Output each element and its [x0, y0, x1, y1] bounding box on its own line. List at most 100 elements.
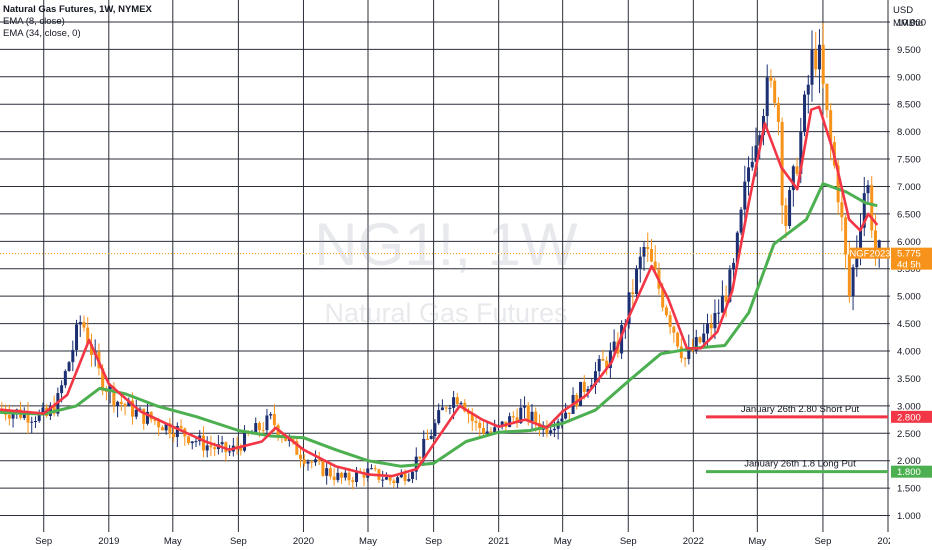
candle-body: [694, 337, 698, 351]
x-tick-label: Sep: [35, 536, 52, 547]
candles: [0, 22, 881, 490]
y-tick-label: 5.500: [897, 264, 921, 275]
candle: [817, 29, 821, 94]
candle: [635, 265, 639, 300]
y-tick-label: 2.500: [897, 429, 921, 440]
candle-body: [239, 447, 243, 451]
candle: [515, 408, 519, 428]
candle-body: [515, 417, 519, 424]
candle: [821, 22, 825, 89]
candle-body: [190, 441, 194, 444]
candle-body: [373, 468, 377, 470]
candle: [862, 176, 866, 237]
last-price-value: 5.775: [897, 249, 921, 260]
candle: [299, 447, 303, 468]
candle-body: [795, 166, 799, 174]
candle-body: [866, 185, 870, 194]
candle-body: [444, 407, 448, 409]
candle: [814, 31, 818, 77]
ema-8-legend[interactable]: EMA (8, close): [3, 16, 65, 27]
x-tick-label: 2021: [488, 536, 509, 547]
candle-body: [735, 232, 739, 263]
candle: [478, 420, 482, 437]
price-axis-bg: [890, 0, 932, 550]
candle: [328, 464, 332, 480]
x-tick-label: Sep: [620, 536, 637, 547]
candle-body: [433, 423, 437, 436]
candle-body: [82, 321, 86, 328]
candle: [810, 30, 814, 102]
candle-body: [586, 389, 590, 392]
candle-body: [676, 332, 680, 347]
candle-body: [829, 110, 833, 143]
ema-34-legend[interactable]: EMA (34, close, 0): [3, 28, 81, 39]
candle-body: [407, 478, 411, 482]
candle: [788, 185, 792, 229]
candle: [747, 156, 751, 196]
candle-body: [582, 381, 586, 392]
price-axis-unit: MMBtu: [893, 18, 923, 29]
candle-body: [295, 440, 299, 455]
candle: [209, 435, 213, 457]
candle: [698, 336, 702, 345]
candle: [571, 387, 575, 415]
y-tick-label: 7.500: [897, 155, 921, 166]
candle: [795, 157, 799, 177]
candle: [664, 304, 668, 318]
y-tick-label: 8.000: [897, 127, 921, 138]
y-tick-label: 4.500: [897, 319, 921, 330]
candle: [579, 381, 583, 407]
candle: [407, 473, 411, 483]
price-axis-currency: USD: [893, 5, 913, 16]
candle-body: [306, 461, 310, 464]
candle-body: [840, 202, 844, 218]
candle-body: [440, 407, 444, 411]
candle-body: [422, 438, 426, 459]
y-tick-label: 10.000: [897, 17, 926, 28]
candle: [709, 314, 713, 337]
candle-body: [101, 368, 105, 391]
candle: [381, 470, 385, 488]
candle-body: [649, 249, 653, 262]
candle-body: [489, 431, 493, 433]
price-axis[interactable]: 1.000 1.500 2.000 2.500 3.000 3.500 4.000 4.500…: [897, 17, 926, 522]
candle: [295, 437, 299, 456]
candle: [530, 404, 534, 432]
time-axis[interactable]: Sep 2019 May Sep 2020 May Sep 2021 May Sep 2022 May…: [35, 536, 898, 547]
candle: [175, 422, 179, 448]
candle-body: [661, 288, 665, 308]
candle-body: [355, 471, 359, 482]
candle-body: [313, 459, 317, 463]
candle-body: [86, 327, 90, 345]
candle: [776, 96, 780, 136]
candle-body: [773, 80, 777, 103]
candle-body: [519, 407, 523, 424]
candle: [612, 329, 616, 354]
y-tick-label: 6.000: [897, 237, 921, 248]
candle-body: [228, 451, 232, 453]
level-label: January 26th 1.8 Long Put: [744, 459, 856, 470]
candle: [717, 299, 721, 324]
symbol-title[interactable]: Natural Gas Futures, 1W, NYMEX: [3, 4, 152, 15]
candle-body: [631, 292, 635, 295]
candle-body: [384, 477, 388, 480]
candle-body: [403, 473, 407, 482]
candle: [608, 342, 612, 379]
candle-body: [851, 267, 855, 297]
candle-body: [728, 269, 732, 302]
candle-body: [537, 423, 541, 430]
candle: [325, 462, 329, 485]
candle-body: [791, 166, 795, 191]
candle: [224, 441, 228, 462]
x-tick-label: May: [748, 536, 766, 547]
candle-body: [724, 295, 728, 302]
candle: [683, 357, 687, 368]
candle-body: [269, 414, 273, 416]
candle-body: [343, 472, 347, 478]
y-tick-label: 1.000: [897, 511, 921, 522]
candle-body: [172, 433, 176, 438]
candle-body: [351, 480, 355, 482]
candle-body: [22, 412, 26, 418]
candle-body: [627, 292, 631, 324]
